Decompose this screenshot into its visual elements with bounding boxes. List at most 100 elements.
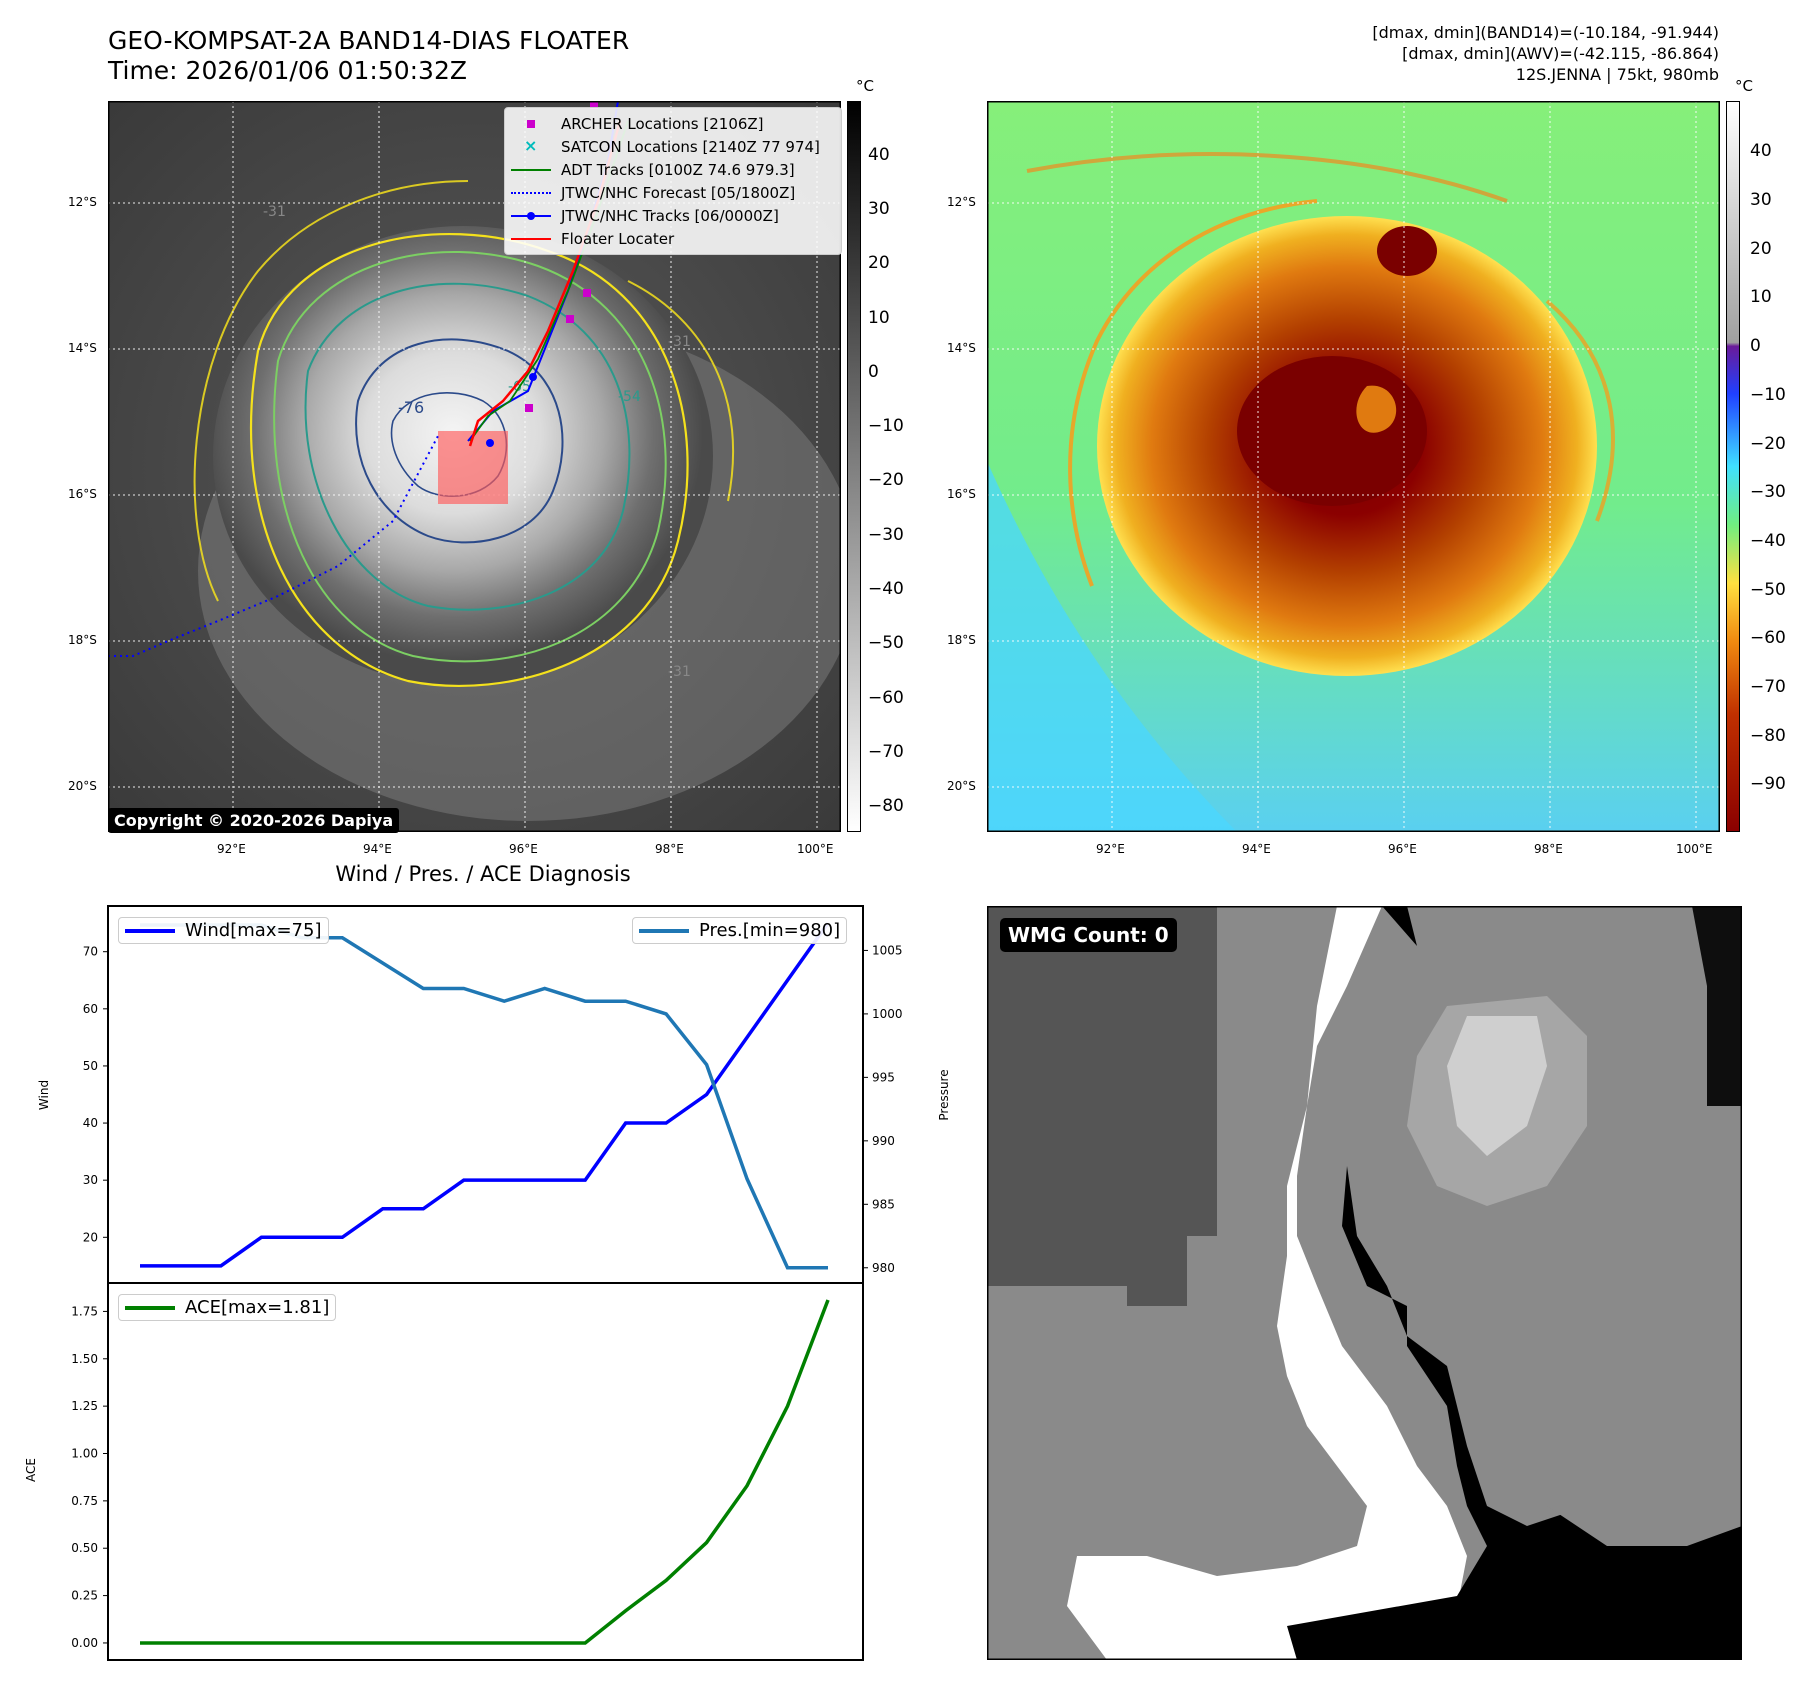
ir-colorbar-tick: 10 [868, 308, 890, 328]
contour-label: -31 [668, 334, 691, 350]
color-colorbar-tick: −20 [1750, 434, 1786, 454]
ir-colorbar-tick: 0 [868, 362, 879, 382]
pressure-legend-label: Pres.[min=980] [699, 920, 841, 941]
lat-tick: 16°S [947, 487, 976, 501]
info-line-2: [dmax, dmin](AWV)=(-42.115, -86.864) [1402, 44, 1719, 63]
lat-tick: 14°S [947, 341, 976, 355]
axis-tick-label: 1.75 [71, 1304, 98, 1318]
ace-axis-label: ACE [24, 1458, 38, 1482]
color-colorbar-tick: −80 [1750, 726, 1786, 746]
color-colorbar [1726, 101, 1740, 832]
archer-marker [583, 289, 591, 297]
legend-label: JTWC/NHC Tracks [06/0000Z] [561, 206, 779, 225]
lat-tick: 12°S [68, 195, 97, 209]
figure-title: GEO-KOMPSAT-2A BAND14-DIAS FLOATER Time: … [108, 26, 629, 86]
wind-legend-label: Wind[max=75] [185, 920, 322, 941]
lon-tick: 96°E [509, 842, 538, 856]
legend-item-archer: ARCHER Locations [2106Z] [511, 112, 835, 135]
color-colorbar-tick: 40 [1750, 141, 1772, 161]
color-colorbar-unit: °C [1735, 77, 1753, 95]
ir-colorbar-tick: −60 [868, 688, 904, 708]
wmg-frame [987, 906, 1742, 1660]
axis-tick-label: 50 [83, 1059, 98, 1073]
diagnosis-title: Wind / Pres. / ACE Diagnosis [335, 862, 631, 886]
ir-colorbar-tick: −70 [868, 742, 904, 762]
ir-colorbar-tick: 30 [868, 199, 890, 219]
figure-info: [dmax, dmin](BAND14)=(-10.184, -91.944) [… [1372, 22, 1719, 85]
eye [1356, 385, 1397, 433]
x-marker-icon: × [524, 135, 538, 155]
info-line-3: 12S.JENNA | 75kt, 980mb [1515, 65, 1719, 84]
info-line-1: [dmax, dmin](BAND14)=(-10.184, -91.944) [1372, 23, 1719, 42]
axis-tick-label: 985 [872, 1197, 895, 1211]
rain-band-west [1068, 199, 1318, 587]
wmg-eye-core [1447, 1016, 1547, 1156]
wmg-count-badge: WMG Count: 0 [1000, 918, 1177, 952]
ir-colorbar-tick: −20 [868, 470, 904, 490]
ir-frame [108, 101, 841, 832]
wmg-black-patch [1692, 906, 1742, 1106]
lon-tick: 94°E [1242, 842, 1271, 856]
axis-tick-label: 980 [872, 1261, 895, 1275]
legend-label: JTWC/NHC Forecast [05/1800Z] [561, 183, 796, 202]
ace-legend-swatch [125, 1305, 175, 1310]
color-colorbar-tick: 20 [1750, 239, 1772, 259]
ir-colorbar-unit: °C [856, 77, 874, 95]
copyright-badge: Copyright © 2020-2026 Dapiya [108, 808, 400, 833]
jtwc-forecast-track [108, 435, 439, 657]
axis-tick-label: 1.00 [71, 1447, 98, 1461]
color-colorbar-tick: 0 [1750, 336, 1761, 356]
line-dot-icon [511, 209, 551, 223]
title-line-1: GEO-KOMPSAT-2A BAND14-DIAS FLOATER [108, 26, 630, 55]
ir-colorbar-tick: −80 [868, 796, 904, 816]
wind-pressure-frame [107, 905, 864, 1284]
axis-tick-label: 0.25 [71, 1589, 98, 1603]
color-colorbar-tick: −50 [1750, 580, 1786, 600]
wmg-gray-patch [1547, 1446, 1742, 1546]
lat-tick: 20°S [68, 779, 97, 793]
axis-tick-label: 60 [83, 1002, 98, 1016]
contour-green [273, 250, 667, 663]
lon-tick: 92°E [1096, 842, 1125, 856]
title-line-2: Time: 2026/01/06 01:50:32Z [108, 56, 467, 85]
jtwc-track-point [529, 373, 537, 381]
wind-legend: Wind[max=75] [118, 917, 329, 944]
wind-axis-label: Wind [37, 1080, 51, 1110]
lon-tick: 96°E [1388, 842, 1417, 856]
axis-tick-label: 40 [83, 1116, 98, 1130]
archer-marker [590, 101, 598, 109]
color-colorbar-tick: −90 [1750, 774, 1786, 794]
color-colorbar-tick: 30 [1750, 190, 1772, 210]
legend-label: SATCON Locations [2140Z 77 974] [561, 137, 820, 156]
lon-tick: 94°E [363, 842, 392, 856]
axis-tick-label: 1.50 [71, 1352, 98, 1366]
dotted-line-icon [511, 186, 551, 200]
solid-line-icon [511, 232, 551, 246]
axis-tick-label: 995 [872, 1070, 895, 1084]
lon-tick: 100°E [1676, 842, 1713, 856]
color-colorbar-tick: −10 [1750, 385, 1786, 405]
axis-tick-label: 990 [872, 1134, 895, 1148]
wind-series-line [140, 922, 830, 1268]
axis-tick-label: 1.25 [71, 1399, 98, 1413]
ir-colorbar-tick: 40 [868, 145, 890, 165]
eye-wall [1377, 226, 1437, 276]
contour-label: -54 [618, 389, 641, 405]
axis-tick-label: 0.50 [71, 1541, 98, 1555]
color-gridlines [987, 101, 1720, 832]
ir-colorbar-tick: −30 [868, 525, 904, 545]
color-colorbar-tick: −60 [1750, 628, 1786, 648]
wmg-dark-region [987, 906, 1217, 1306]
axis-tick-label: 0.00 [71, 1636, 98, 1650]
ir-colorbar-tick: −10 [868, 416, 904, 436]
contour-label: -31 [263, 204, 286, 220]
axis-tick-label: 1005 [872, 943, 903, 957]
lon-tick: 98°E [655, 842, 684, 856]
pressure-axis-label: Pressure [937, 1069, 951, 1120]
axis-tick-label: 1000 [872, 1007, 903, 1021]
ace-legend: ACE[max=1.81] [118, 1294, 337, 1321]
color-colorbar-tick: −70 [1750, 677, 1786, 697]
archer-marker [525, 404, 533, 412]
legend-label: Floater Locater [561, 229, 675, 248]
contour-yellow [249, 233, 689, 687]
